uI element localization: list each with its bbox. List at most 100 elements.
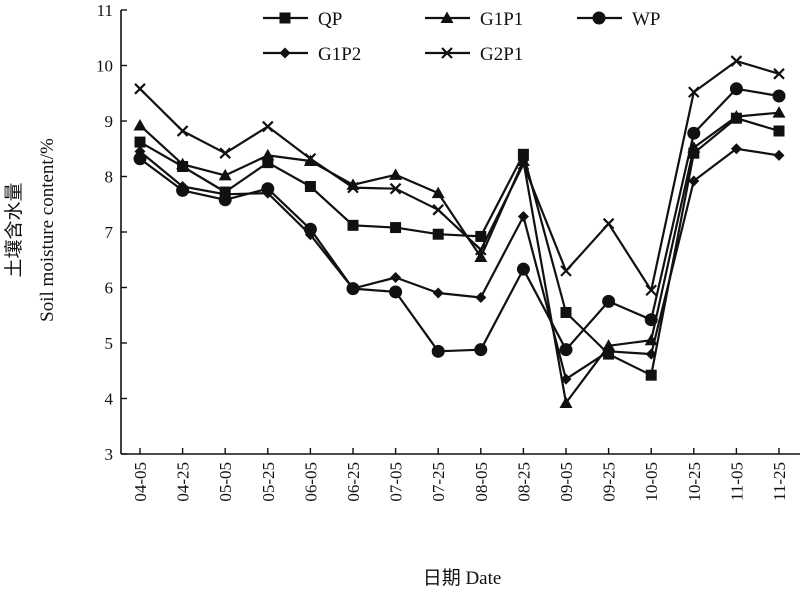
data-point-g2p1 — [219, 147, 231, 159]
data-point-g1p2 — [773, 149, 785, 161]
legend-label-wp: WP — [632, 9, 661, 30]
legend-marker-wp — [592, 11, 606, 25]
legend-label-g1p2: G1P2 — [318, 44, 361, 65]
data-point-qp — [304, 180, 316, 192]
data-point-g2p1 — [176, 125, 189, 137]
y-tick-label: 7 — [105, 223, 114, 242]
data-point-wp — [687, 126, 701, 140]
y-tick-label: 9 — [105, 112, 114, 131]
data-point-g2p1 — [560, 265, 572, 277]
legend-label-qp: QP — [318, 9, 342, 30]
x-tick-label: 08-25 — [514, 462, 533, 502]
data-point-g1p1 — [559, 396, 573, 408]
data-point-g2p1 — [645, 284, 657, 297]
data-point-g1p2 — [517, 210, 529, 222]
data-point-g2p1 — [304, 152, 317, 165]
data-point-g1p1 — [602, 339, 616, 351]
x-tick-label: 07-05 — [387, 462, 406, 502]
x-tick-label: 11-25 — [770, 462, 789, 501]
data-point-g1p1 — [516, 154, 530, 166]
y-tick-label: 3 — [105, 445, 114, 464]
data-point-g1p2 — [262, 187, 274, 199]
y-tick-label: 6 — [105, 279, 114, 298]
legend: QP G1P1 WP G1P2 G2P1 — [263, 9, 661, 65]
data-point-wp — [516, 262, 530, 276]
data-point-g1p1 — [729, 110, 743, 122]
data-point-qp — [390, 222, 402, 234]
x-tick-label: 09-05 — [557, 462, 576, 502]
data-point-wp — [772, 89, 786, 103]
data-point-g2p1 — [517, 158, 530, 171]
data-point-g2p1 — [432, 204, 444, 216]
y-axis-title-cn: 土壤含水量 — [3, 182, 25, 277]
data-point-g1p1 — [772, 106, 786, 118]
data-point-g1p2 — [390, 272, 402, 284]
data-point-qp — [432, 228, 444, 240]
x-tick-label: 04-05 — [131, 462, 150, 502]
series-line-qp — [139, 117, 780, 377]
data-point-qp — [688, 147, 700, 159]
data-point-g1p2 — [432, 287, 444, 299]
data-point-g1p2 — [177, 180, 189, 192]
legend-item-wp: WP — [577, 9, 661, 30]
data-point-qp — [475, 230, 487, 242]
data-point-g2p1 — [347, 181, 359, 194]
data-point-g1p2 — [347, 283, 359, 295]
y-tick-label: 5 — [105, 334, 114, 353]
data-point-qp — [262, 157, 274, 169]
data-point-g1p2 — [304, 229, 316, 241]
legend-marker-g2p1 — [441, 47, 453, 59]
data-point-g1p2 — [475, 291, 487, 303]
series-line-g1p1 — [139, 111, 780, 404]
x-tick-label: 06-25 — [344, 462, 363, 502]
data-point-g1p1 — [389, 168, 403, 180]
data-point-qp — [645, 369, 657, 381]
x-tick-label: 04-25 — [174, 462, 193, 502]
data-point-g1p2 — [134, 146, 146, 158]
legend-item-g1p1: G1P1 — [425, 9, 523, 30]
data-point-g2p1 — [475, 243, 487, 256]
data-point-g1p1 — [176, 157, 190, 170]
data-point-g1p2 — [645, 348, 657, 360]
x-axis-title: 日期 Date — [423, 567, 502, 589]
data-point-g1p1 — [133, 118, 147, 131]
series-line-g1p2 — [139, 147, 780, 381]
y-tick-label: 10 — [96, 57, 113, 76]
data-point-g1p1 — [474, 250, 488, 262]
data-point-g1p1 — [218, 168, 232, 181]
data-point-wp — [602, 294, 616, 308]
data-point-wp — [218, 193, 232, 207]
series-layer — [133, 55, 786, 408]
data-point-g2p1 — [773, 68, 785, 80]
legend-item-qp: QP — [263, 9, 342, 30]
data-point-g1p2 — [560, 373, 572, 385]
data-point-g2p1 — [389, 182, 402, 195]
legend-marker-qp — [279, 12, 291, 24]
x-tick-label: 05-25 — [259, 462, 278, 502]
axes: 3 4 5 6 7 8 9 10 11 04-05 04-25 05-05 05-25 06-05 06-2… — [96, 1, 800, 502]
x-tick-label: 05-05 — [216, 462, 235, 502]
data-point-g2p1 — [730, 55, 743, 67]
y-tick-label: 11 — [97, 1, 113, 20]
data-point-wp — [644, 313, 658, 327]
data-point-g2p1 — [134, 83, 146, 95]
data-point-g1p2 — [219, 188, 231, 200]
x-tick-label: 07-25 — [429, 462, 448, 502]
x-tick-label: 11-05 — [727, 462, 746, 501]
legend-marker-g1p2 — [279, 47, 291, 59]
y-axis-title-en: Soil moisture content/% — [37, 138, 58, 322]
data-point-g1p1 — [261, 148, 275, 161]
series-line-g2p1 — [139, 59, 780, 292]
x-tick-label: 09-25 — [600, 462, 619, 502]
series-g1p1 — [133, 106, 786, 408]
data-point-wp — [474, 343, 488, 357]
x-tick-label: 10-25 — [685, 462, 704, 502]
x-tick-label: 10-05 — [642, 462, 661, 502]
data-point-g2p1 — [688, 86, 700, 98]
data-point-g1p2 — [603, 345, 615, 357]
series-g1p2 — [134, 143, 785, 385]
data-point-qp — [773, 125, 785, 137]
data-point-qp — [517, 148, 529, 160]
series-qp — [134, 112, 785, 381]
